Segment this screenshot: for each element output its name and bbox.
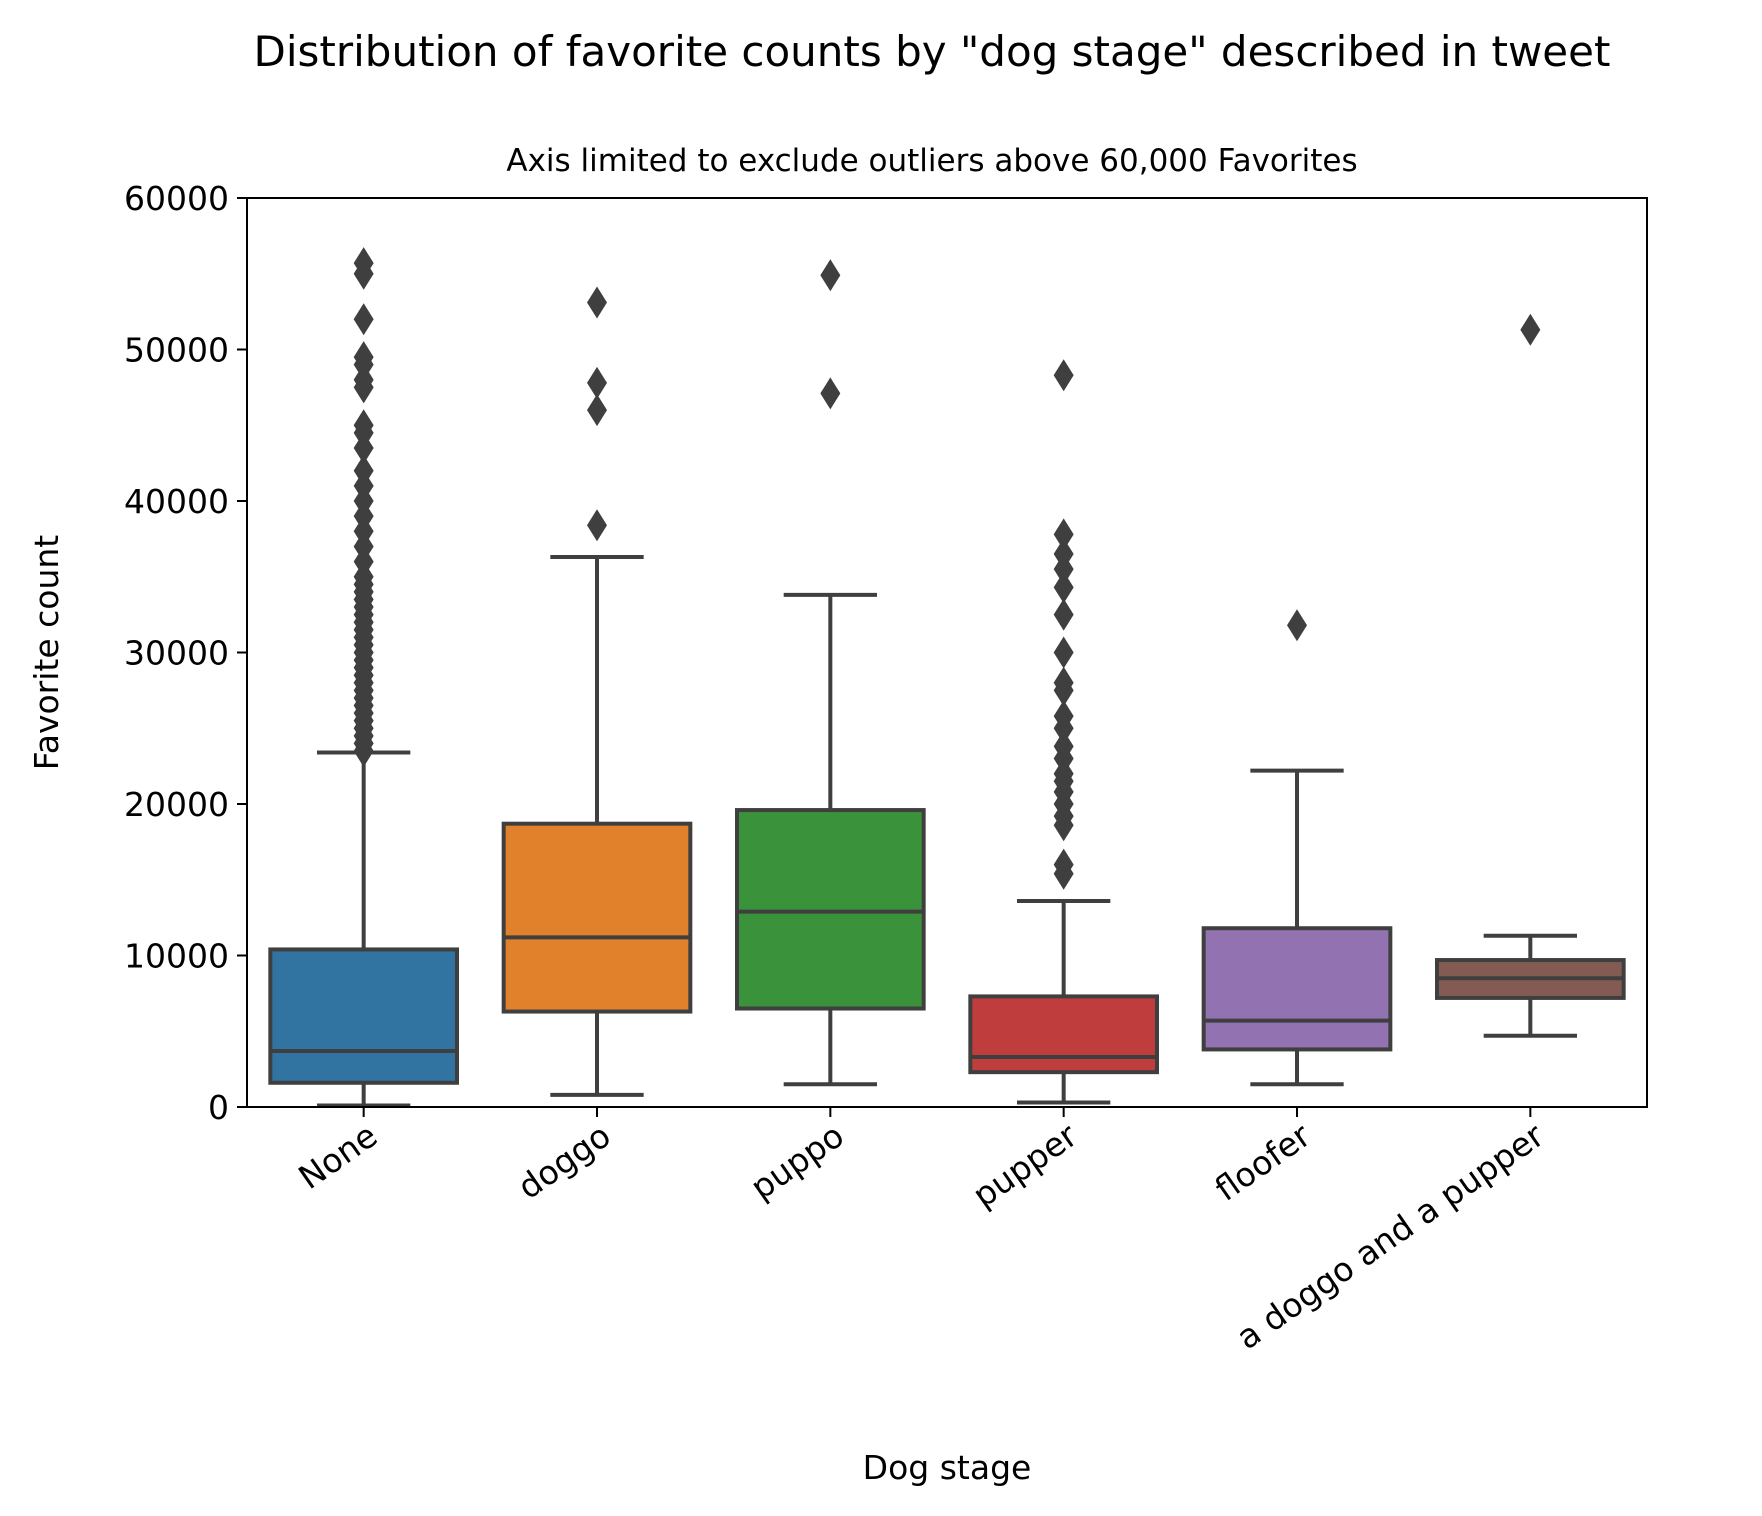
outlier-point — [353, 341, 374, 374]
box-group — [1201, 609, 1393, 1087]
outlier-point — [1053, 359, 1074, 392]
y-tick-label: 30000 — [124, 634, 229, 673]
outlier-point — [1053, 700, 1074, 733]
y-tick-label: 20000 — [124, 785, 229, 824]
box — [501, 821, 693, 1014]
y-tick-label: 0 — [208, 1088, 229, 1127]
x-tick-label: doggo — [511, 1116, 618, 1207]
outlier-point — [820, 259, 841, 292]
x-tick-label: floofer — [1208, 1115, 1318, 1208]
outlier-point — [1053, 636, 1074, 669]
outlier-point — [353, 409, 374, 442]
plot-marks — [268, 247, 1626, 1108]
chart-title: Distribution of favorite counts by "dog … — [254, 27, 1611, 76]
box-group — [735, 259, 926, 1087]
outlier-point — [1053, 666, 1074, 699]
y-tick-label: 50000 — [124, 331, 229, 370]
y-axis-label: Favorite count — [27, 535, 66, 771]
x-tick-label: None — [291, 1116, 384, 1197]
outlier-point — [353, 454, 374, 487]
outlier-point — [1053, 598, 1074, 631]
x-tick-label: puppo — [743, 1116, 851, 1208]
box — [268, 947, 460, 1085]
outlier-point — [587, 366, 607, 399]
outlier-point — [1287, 609, 1307, 642]
outlier-point — [1520, 313, 1541, 346]
box-group — [268, 247, 460, 1108]
box-group — [968, 359, 1159, 1105]
y-tick-label: 10000 — [124, 937, 229, 976]
outlier-point — [1053, 848, 1074, 881]
x-tick-label: pupper — [966, 1115, 1085, 1215]
outlier-point — [353, 303, 374, 336]
box — [968, 994, 1159, 1075]
outlier-point — [1053, 518, 1074, 551]
outlier-point — [587, 286, 607, 319]
box-group — [1435, 313, 1626, 1038]
box — [735, 808, 926, 1011]
outlier-point — [1053, 730, 1074, 763]
y-axis: 0 10000 20000 30000 40000 50000 60000 — [124, 179, 247, 1127]
outlier-point — [820, 377, 841, 410]
y-tick-label: 60000 — [124, 179, 229, 218]
outlier-point — [587, 509, 607, 542]
x-axis-label: Dog stage — [863, 1448, 1032, 1487]
box — [1201, 926, 1393, 1052]
outlier-point — [1053, 538, 1074, 571]
outlier-point — [353, 247, 374, 280]
box-group — [501, 286, 693, 1097]
y-tick-label: 40000 — [124, 482, 229, 521]
outlier-point — [1053, 571, 1074, 604]
outlier-point — [587, 394, 607, 427]
chart-subtitle: Axis limited to exclude outliers above 6… — [506, 143, 1357, 179]
